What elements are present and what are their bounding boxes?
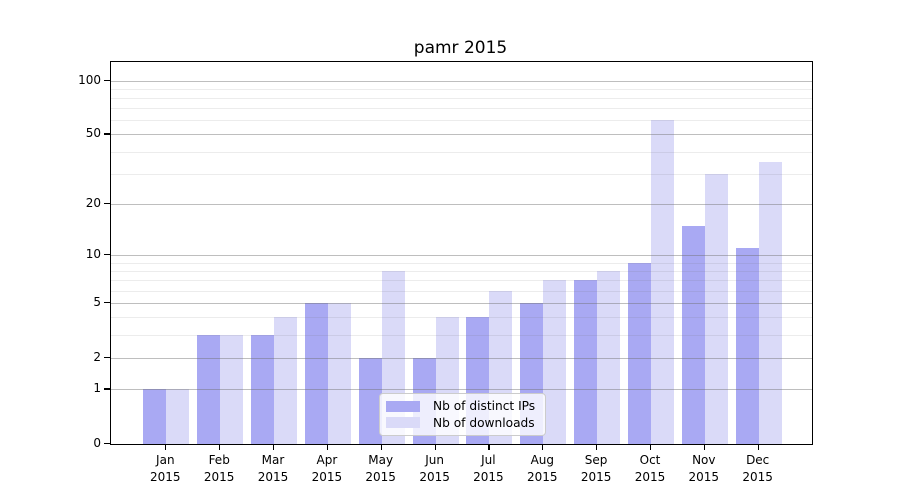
x-tick-label-month: Feb <box>208 453 230 467</box>
legend-swatch-downloads <box>386 417 420 429</box>
x-tick-mark <box>488 444 490 450</box>
x-tick-label-month: Apr <box>316 453 338 467</box>
x-tick-label-month: Jun <box>425 453 444 467</box>
y-tick-mark <box>104 254 110 256</box>
x-tick-label-month: Sep <box>584 453 608 467</box>
x-tick-mark <box>596 444 598 450</box>
chart-title: pamr 2015 <box>413 38 508 58</box>
bars-layer <box>111 62 812 444</box>
bar <box>220 334 244 444</box>
x-tick-label: Jul 2015 <box>460 452 516 485</box>
x-tick-mark <box>434 444 436 450</box>
x-tick-label-month: Oct <box>639 453 661 467</box>
y-tick-mark <box>104 443 110 445</box>
y-tick-label: 2 <box>93 349 101 364</box>
x-tick-label: Dec 2015 <box>730 452 786 485</box>
legend-label-distinct-ips: Nb of distinct IPs <box>433 399 536 414</box>
x-tick-label-month: Nov <box>692 453 716 467</box>
x-tick-label-year: 2015 <box>150 469 181 484</box>
legend-label-downloads: Nb of downloads <box>433 415 535 430</box>
bar <box>304 302 328 444</box>
x-tick-label: Feb 2015 <box>191 452 247 485</box>
x-tick-mark <box>650 444 652 450</box>
x-tick-label-month: Mar <box>261 453 285 467</box>
bar <box>166 389 190 444</box>
x-tick-label: Oct 2015 <box>622 452 678 485</box>
x-tick-label-month: Aug <box>530 453 555 467</box>
x-tick-label-year: 2015 <box>580 469 612 484</box>
x-tick-label-year: 2015 <box>257 469 289 484</box>
plot-area <box>110 61 813 445</box>
bar <box>704 173 728 444</box>
y-tick-mark <box>104 133 110 135</box>
x-tick-label-year: 2015 <box>688 469 720 484</box>
x-tick-mark <box>703 444 705 450</box>
x-tick-label: Aug 2015 <box>514 452 570 485</box>
x-tick-label: Sep 2015 <box>568 452 624 485</box>
x-tick-label-year: 2015 <box>419 469 450 484</box>
bar <box>735 248 759 444</box>
legend-item-downloads: Nb of downloads <box>386 416 539 430</box>
x-tick-label: Jan 2015 <box>137 452 193 485</box>
y-tick-mark <box>104 203 110 205</box>
x-tick-label: Nov 2015 <box>676 452 732 485</box>
x-tick-label: Jun 2015 <box>407 452 463 485</box>
x-tick-mark <box>542 444 544 450</box>
bar <box>758 161 782 444</box>
x-tick-label-year: 2015 <box>365 469 396 484</box>
bar <box>574 280 598 444</box>
legend-swatch-distinct-ips <box>386 400 420 412</box>
x-tick-label: May 2015 <box>353 452 409 485</box>
x-tick-mark <box>165 444 167 450</box>
y-tick-label: 5 <box>93 294 101 309</box>
x-tick-label: Mar 2015 <box>245 452 301 485</box>
x-tick-label: Apr 2015 <box>299 452 355 485</box>
y-tick-label: 100 <box>78 72 101 87</box>
legend: Nb of distinct IPs Nb of downloads <box>379 393 546 436</box>
bar <box>651 120 674 444</box>
bar <box>327 302 351 444</box>
y-tick-label: 20 <box>85 196 101 211</box>
x-tick-label-month: May <box>368 453 394 467</box>
bar <box>358 357 382 444</box>
bar <box>628 262 651 444</box>
x-tick-label-month: Jan <box>156 453 175 467</box>
y-tick-mark <box>104 301 110 304</box>
x-tick-label-year: 2015 <box>527 469 558 484</box>
x-tick-label-year: 2015 <box>203 469 235 484</box>
y-tick-mark <box>104 356 110 358</box>
x-tick-mark <box>273 444 275 450</box>
bar <box>274 317 297 444</box>
x-tick-mark <box>326 444 329 450</box>
x-tick-label-month: Jul <box>481 453 496 467</box>
y-tick-mark <box>104 79 110 81</box>
x-tick-mark <box>219 444 221 450</box>
x-tick-label-year: 2015 <box>742 469 773 484</box>
bar <box>143 389 167 444</box>
x-tick-mark <box>380 444 382 450</box>
y-tick-label: 50 <box>85 126 101 141</box>
x-tick-label-year: 2015 <box>634 469 666 484</box>
bar <box>197 334 221 444</box>
bar <box>543 280 567 444</box>
x-tick-label-month: Dec <box>746 453 770 467</box>
x-tick-mark <box>757 444 759 450</box>
bar <box>251 334 274 444</box>
bar <box>681 225 705 444</box>
y-tick-label: 10 <box>85 247 101 262</box>
y-tick-label: 0 <box>93 436 101 450</box>
bar <box>597 271 621 444</box>
y-tick-mark <box>104 388 110 390</box>
x-tick-label-year: 2015 <box>311 469 343 484</box>
x-tick-label-year: 2015 <box>473 469 504 484</box>
y-tick-label: 1 <box>93 381 101 396</box>
legend-item-distinct-ips: Nb of distinct IPs <box>386 399 539 413</box>
